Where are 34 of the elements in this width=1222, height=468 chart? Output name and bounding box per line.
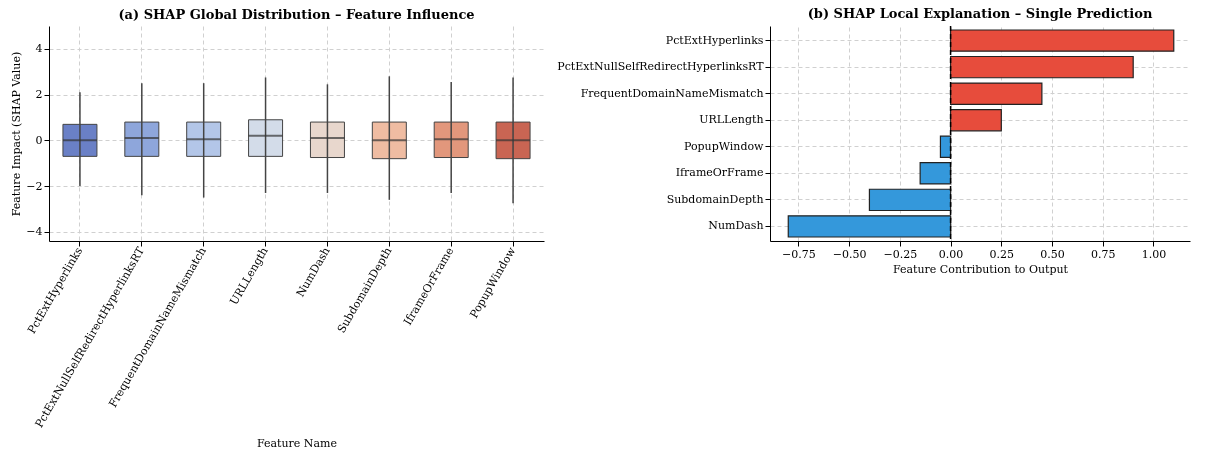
y-tick-label: PopupWindow [683, 139, 765, 153]
y-tick-label: 4 [35, 42, 43, 56]
y-tick-label: 0 [35, 133, 43, 147]
y-tick-label: URLLength [699, 113, 764, 127]
chart-title: (a) SHAP Global Distribution – Feature Influence [118, 7, 475, 22]
bar [939, 135, 952, 158]
x-tick-label: −0.25 [883, 247, 918, 261]
bar [787, 215, 952, 238]
bar [919, 162, 952, 185]
y-tick-label: −2 [26, 179, 43, 193]
y-tick-label: −4 [26, 225, 43, 239]
chart-title: (b) SHAP Local Explanation – Single Prediction [807, 6, 1153, 22]
bar [949, 55, 1134, 79]
x-tick-label: 0.50 [1040, 247, 1065, 261]
y-axis-title: Feature Impact (SHAP Value) [10, 51, 24, 217]
y-tick-label: PctExtNullSelfRedirectHyperlinksRT [557, 60, 765, 74]
x-tick-label: 1.00 [1141, 247, 1167, 261]
y-tick-label: IframeOrFrame [675, 166, 764, 180]
bar [949, 82, 1043, 105]
y-tick-label: SubdomainDepth [666, 192, 764, 206]
y-tick-label: PctExtHyperlinks [665, 33, 764, 47]
bar [868, 188, 952, 212]
y-tick-label: FrequentDomainNameMismatch [580, 86, 764, 100]
x-tick-label: 0.25 [989, 247, 1015, 261]
x-tick-label: 0.75 [1091, 247, 1116, 261]
x-tick-label: 0.00 [938, 247, 964, 261]
bar [949, 109, 1002, 132]
x-tick-label: −0.75 [782, 247, 816, 261]
bar [949, 29, 1175, 52]
y-tick-label: 2 [35, 88, 43, 102]
x-tick-label: −0.50 [832, 247, 867, 261]
y-tick-label: NumDash [708, 219, 764, 233]
x-axis-title: Feature Name [257, 436, 337, 450]
x-axis-title: Feature Contribution to Output [892, 262, 1069, 276]
